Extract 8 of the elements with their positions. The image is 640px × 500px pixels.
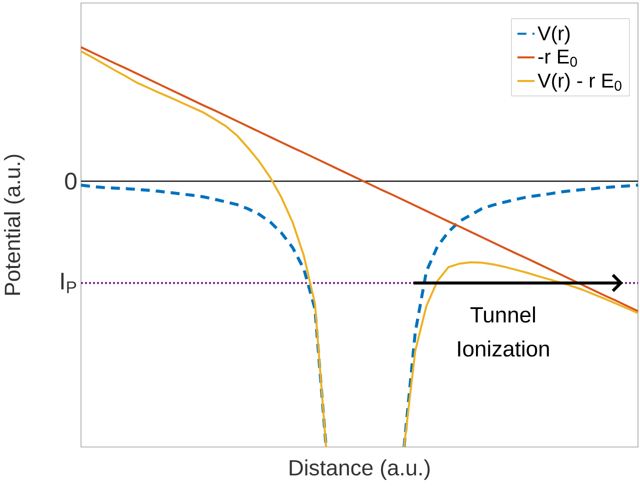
x-axis-title: Distance (a.u.) xyxy=(290,459,430,480)
legend-label: V(r) xyxy=(538,26,570,44)
ref-line-label: 0 xyxy=(65,172,77,190)
legend-label: V(r) - r E$_{0}$ xyxy=(538,72,622,92)
legend-label: -r E$_{0}$ xyxy=(538,50,577,67)
y-axis-title: Potential (a.u.) xyxy=(4,154,25,295)
ref-line-label: I$_{P}$ xyxy=(61,272,76,294)
annotation: Tunnel Ionization xyxy=(458,306,549,357)
